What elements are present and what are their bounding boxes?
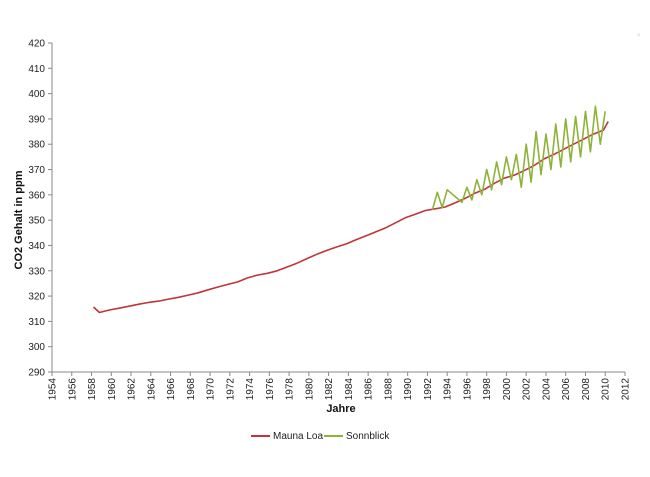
x-tick-label: 1954	[48, 378, 59, 401]
y-tick-label: 380	[28, 140, 45, 151]
x-tick-label: 1980	[304, 378, 315, 401]
x-tick-label: 2010	[601, 378, 612, 401]
x-tick-label: 2012	[621, 378, 632, 401]
legend-label-sonnblick: Sonnblick	[346, 431, 390, 442]
x-tick-label: 1982	[324, 378, 335, 401]
x-tick-label: 1960	[107, 378, 118, 401]
x-tick-label: 1992	[423, 378, 434, 401]
x-tick-label: 1966	[166, 378, 177, 401]
series-line-mauna-loa	[92, 121, 609, 314]
x-tick-label: 2004	[541, 378, 552, 401]
x-tick-label: 1968	[186, 378, 197, 401]
x-tick-label: 2006	[561, 378, 572, 401]
y-tick-label: 350	[28, 216, 45, 227]
x-tick-label: 1970	[206, 378, 217, 401]
x-tick-label: 2000	[502, 378, 513, 401]
x-axis-ticks: 1954 1956 1958 1960 1962 1964 1966 1968 1970 1972…	[48, 372, 632, 400]
x-tick-label: 1972	[225, 378, 236, 401]
y-tick-label: 390	[28, 114, 45, 125]
y-axis-ticks: 290 300 310 320 330 340 350 360 370 380 390 400 410 4…	[28, 39, 52, 379]
x-tick-label: 1998	[482, 378, 493, 401]
x-tick-label: 1984	[344, 378, 355, 401]
x-tick-label: 1962	[127, 378, 138, 401]
y-tick-label: 340	[28, 241, 45, 252]
y-tick-label: 290	[28, 368, 45, 379]
x-tick-label: 1986	[364, 378, 375, 401]
x-tick-label: 1958	[87, 378, 98, 401]
x-axis-title: Jahre	[326, 403, 355, 415]
y-tick-label: 360	[28, 190, 45, 201]
x-tick-label: 1994	[443, 378, 454, 401]
x-tick-label: 1988	[383, 378, 394, 401]
y-tick-label: 310	[28, 317, 45, 328]
y-tick-label: 320	[28, 292, 45, 303]
x-tick-label: 1976	[265, 378, 276, 401]
x-tick-label: 2002	[522, 378, 533, 401]
x-tick-label: 1978	[285, 378, 296, 401]
y-tick-label: 370	[28, 165, 45, 176]
y-axis-title: CO2 Gehalt in ppm	[13, 170, 25, 269]
series-layer	[92, 105, 609, 314]
x-tick-label: 1996	[462, 378, 473, 401]
y-tick-label: 300	[28, 342, 45, 353]
y-tick-label: 330	[28, 266, 45, 277]
legend-label-mauna-loa: Mauna Loa	[273, 431, 323, 442]
corner-mark: ▫	[637, 30, 641, 41]
legend: Mauna Loa Sonnblick	[251, 431, 390, 442]
x-tick-label: 1964	[146, 378, 157, 401]
x-tick-label: 1974	[245, 378, 256, 401]
y-tick-label: 400	[28, 89, 45, 100]
x-tick-label: 1956	[67, 378, 78, 401]
y-tick-label: 410	[28, 64, 45, 75]
x-tick-label: 1990	[403, 378, 414, 401]
x-tick-label: 2008	[581, 378, 592, 401]
series-line-sonnblick	[431, 105, 606, 211]
y-tick-label: 420	[28, 39, 45, 50]
